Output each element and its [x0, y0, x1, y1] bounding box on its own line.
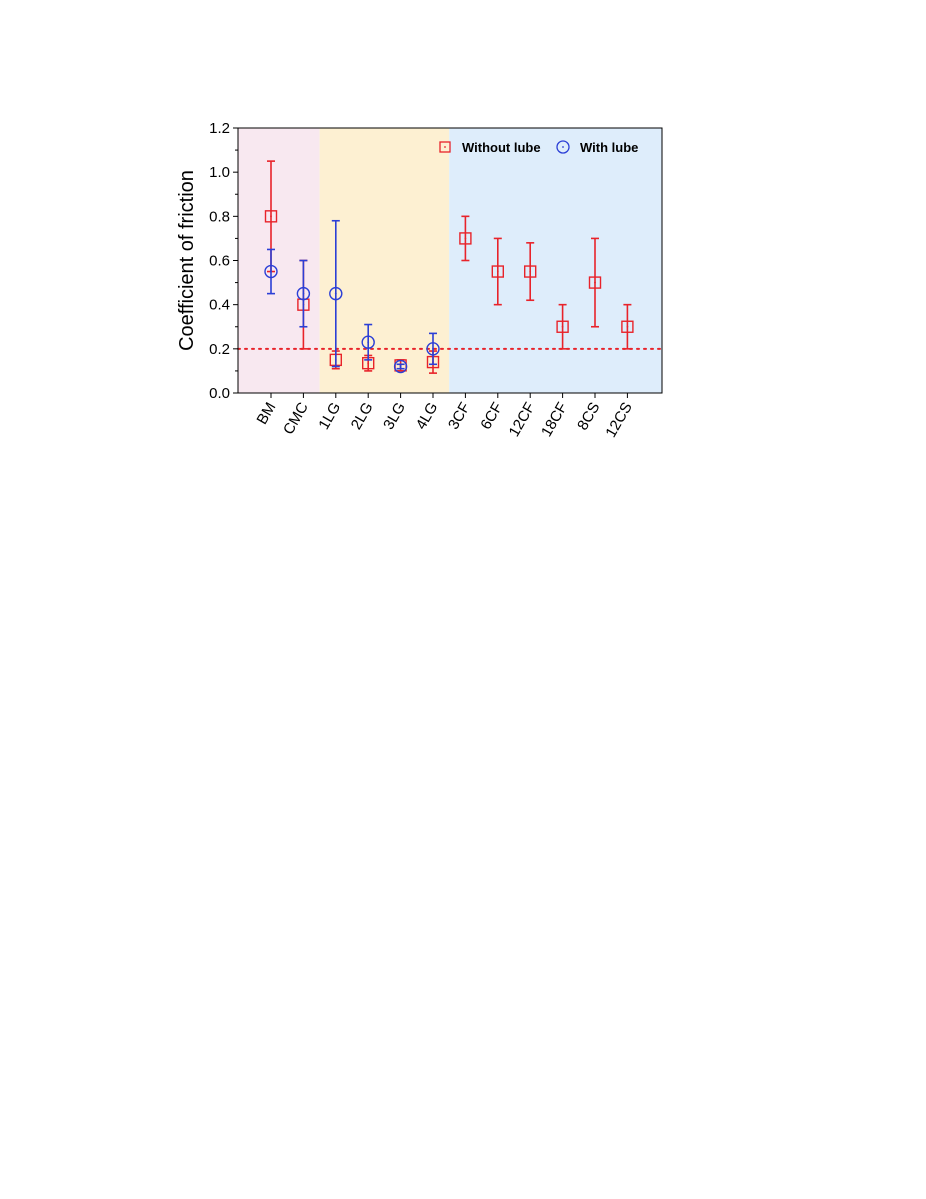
data-point [588, 276, 602, 289]
data-point [524, 265, 537, 278]
data-point-center [367, 362, 370, 365]
x-tick-label: 18CF [538, 400, 571, 440]
data-point [329, 286, 343, 301]
x-tick-label: 2LG [348, 400, 377, 433]
x-tick-label: 3LG [380, 400, 409, 433]
legend-label-with-lube: With lube [580, 140, 638, 155]
data-point-center [464, 237, 467, 240]
y-tick-label: 1.0 [209, 164, 230, 181]
data-point [296, 286, 311, 301]
data-point-center [594, 281, 596, 284]
data-point-center [561, 325, 564, 328]
data-point-center [529, 270, 532, 273]
y-tick-label: 0.8 [209, 208, 230, 225]
legend-marker-dot [444, 146, 446, 148]
legend-marker-without-lube [439, 141, 451, 153]
data-point [556, 320, 569, 333]
y-tick-label: 0.0 [209, 385, 230, 402]
data-point [491, 265, 504, 278]
series-with-lube [264, 219, 440, 374]
data-point-center [399, 365, 402, 368]
legend-marker-with-lube [556, 140, 570, 154]
data-point [393, 359, 408, 374]
legend-marker-dot [562, 146, 564, 148]
y-axis-label: Coefficient of friction [176, 170, 198, 351]
data-point-center [367, 341, 370, 344]
x-tick-label: 12CF [506, 400, 539, 440]
data-point [264, 264, 278, 279]
data-point-center [302, 292, 305, 295]
data-point [426, 342, 440, 356]
y-tick-label: 0.6 [209, 253, 230, 270]
data-point-center [432, 347, 434, 350]
background-region [449, 128, 662, 393]
data-point [621, 320, 634, 333]
x-tick-label: 1LG [315, 400, 344, 433]
y-tick-label: 0.2 [209, 341, 230, 358]
data-point-center [626, 325, 629, 328]
legend-label-without-lube: Without lube [462, 140, 541, 155]
legend: Without lube With lube [439, 140, 638, 155]
data-point [361, 335, 375, 349]
x-tick-label: 12CS [602, 400, 635, 441]
series-layer [264, 160, 634, 374]
data-point-center [270, 270, 272, 273]
x-tick-label: 3CF [445, 400, 474, 433]
x-tick-label: 6CF [477, 400, 506, 433]
series-without-lube [264, 160, 634, 374]
data-point-center [334, 292, 337, 295]
data-point [264, 210, 278, 223]
data-point-center [270, 215, 272, 218]
x-tick-label: 8CS [574, 400, 603, 434]
y-tick-label: 1.2 [209, 120, 230, 137]
x-tick-label: CMC [280, 399, 312, 437]
data-point [459, 232, 472, 245]
data-point-center [496, 270, 499, 273]
y-tick-label: 0.4 [209, 297, 230, 314]
x-tick-label: 4LG [413, 400, 442, 433]
x-tick-label: BM [253, 400, 279, 428]
